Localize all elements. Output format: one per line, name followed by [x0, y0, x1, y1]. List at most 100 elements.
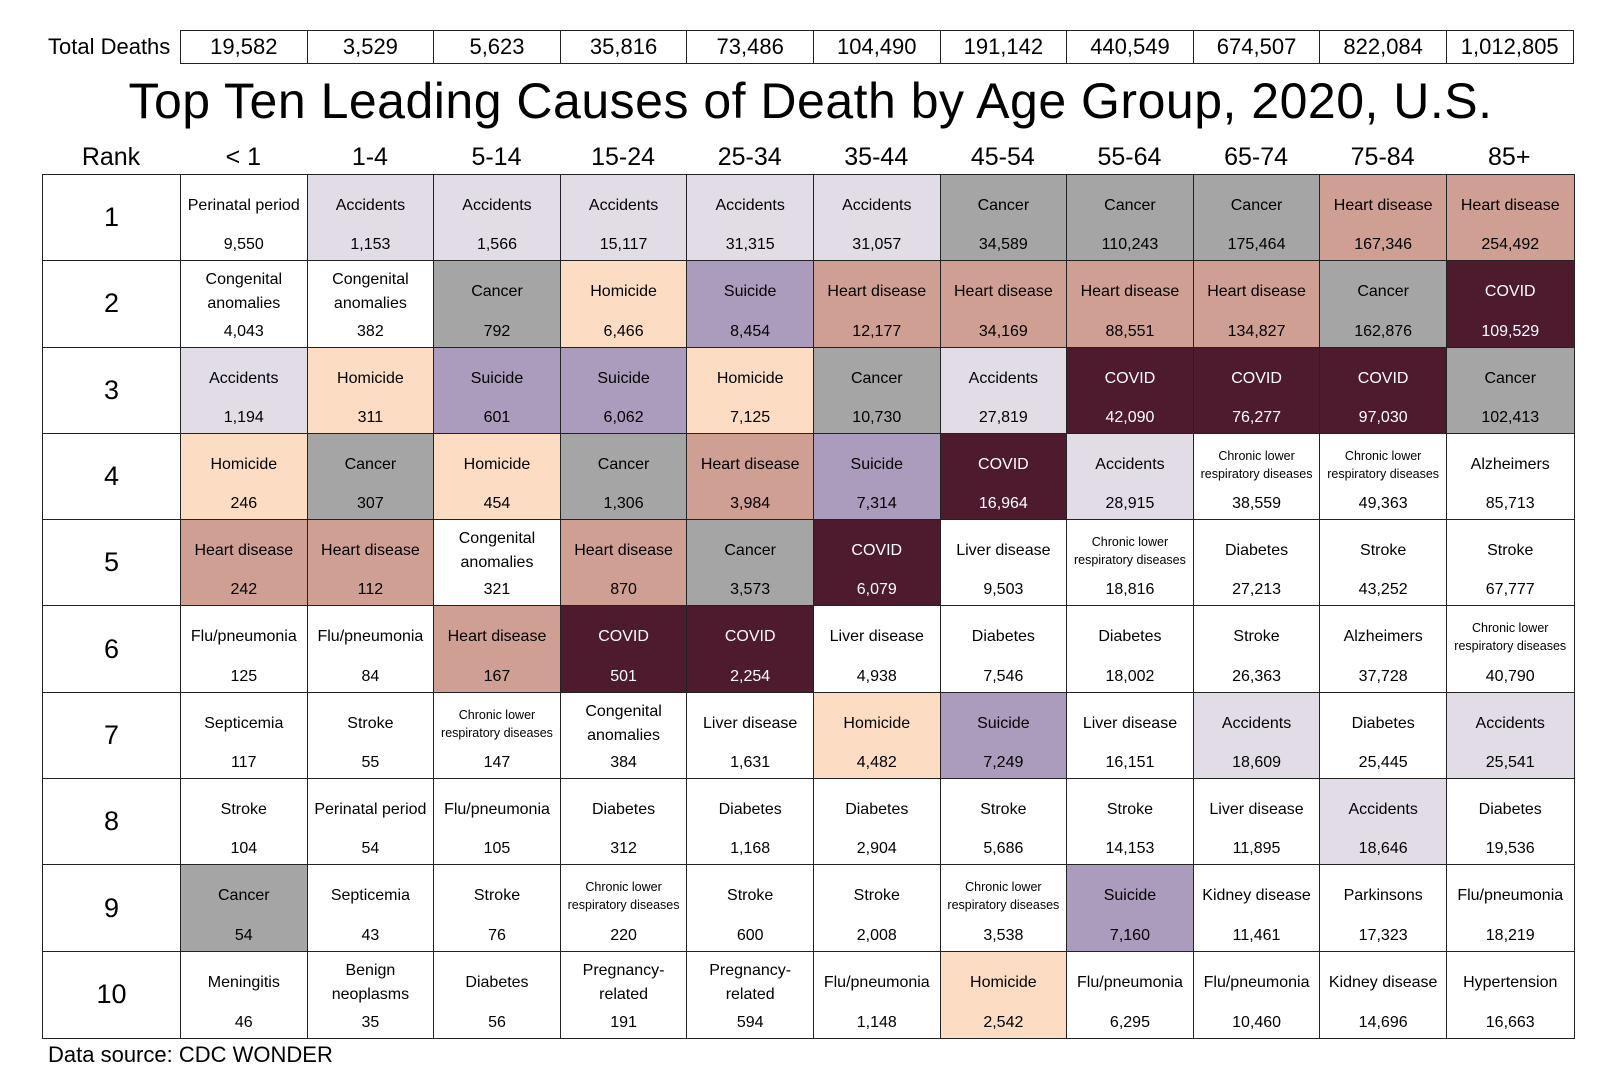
death-count: 134,827 — [1227, 322, 1286, 340]
rank-number: 2 — [43, 261, 181, 347]
rank-number: 5 — [43, 520, 181, 606]
death-count: 43,252 — [1358, 581, 1408, 599]
cause-name: Liver disease — [1082, 714, 1178, 732]
death-count: 1,148 — [856, 1013, 897, 1031]
death-count: 7,249 — [983, 754, 1024, 772]
cause-cell: Perinatal period 9,550 — [181, 175, 308, 261]
death-count: 311 — [357, 408, 384, 426]
death-count: 26,363 — [1232, 667, 1282, 685]
death-count: 112 — [357, 581, 384, 599]
death-count: 175,464 — [1227, 236, 1286, 254]
cause-name: Congenital anomalies — [205, 271, 283, 313]
cause-name: Diabetes — [718, 801, 782, 819]
cause-name: Suicide — [977, 714, 1030, 732]
cause-cell: Pregnancy- related 191 — [561, 951, 688, 1038]
cause-cell: COVID 501 — [560, 606, 688, 692]
cause-name: Suicide — [1103, 887, 1157, 905]
death-count: 27,819 — [978, 408, 1028, 426]
cause-name: Liver disease — [956, 542, 1051, 560]
data-source-note: Data source: CDC WONDER — [48, 1042, 333, 1067]
cause-name: Cancer — [850, 369, 903, 387]
cause-name: Chronic lower respiratory diseases — [1454, 621, 1567, 654]
death-count: 55 — [361, 754, 380, 772]
cause-cell: Diabetes 18,002 — [1067, 606, 1194, 692]
cause-name: Pregnancy- related — [709, 961, 792, 1003]
cause-cell: Flu/pneumonia 10,460 — [1194, 951, 1321, 1038]
cause-cell: Liver disease 4,938 — [814, 606, 941, 692]
death-count: 84 — [361, 667, 380, 685]
cause-name: Cancer — [1230, 197, 1283, 214]
cause-cell: Homicide 4,482 — [813, 692, 941, 779]
death-count: 6,466 — [603, 322, 644, 340]
death-count: 2,008 — [856, 926, 897, 944]
death-count: 4,043 — [223, 322, 264, 340]
death-count: 601 — [483, 408, 511, 426]
death-count: 76,277 — [1232, 408, 1282, 426]
cause-cell: Hypertension 16,663 — [1447, 952, 1574, 1038]
cause-cell: Cancer 54 — [181, 865, 308, 951]
death-count: 8,454 — [730, 322, 771, 340]
cause-name: Liver disease — [829, 628, 924, 646]
rank-number: 7 — [43, 692, 181, 779]
cause-name: COVID — [1231, 369, 1282, 387]
death-count: 37,728 — [1358, 667, 1408, 685]
death-count: 1,631 — [730, 754, 771, 772]
cause-name: Stroke — [853, 887, 900, 905]
rank-row: 8 Stroke 104 Perinatal period 54 Flu/pneumoni… — [43, 779, 1574, 866]
cause-cell: Parkinsons 17,323 — [1320, 865, 1447, 951]
cause-cell: Diabetes 56 — [434, 951, 561, 1038]
cause-cell: Cancer 1,306 — [560, 433, 688, 520]
total-deaths-values: 19,582 3,529 5,623 35,816 73,486 104,490 191,1… — [180, 30, 1574, 64]
death-count: 2,254 — [730, 667, 771, 685]
death-count: 147 — [483, 754, 511, 772]
cause-cell: Heart disease 112 — [307, 520, 435, 606]
death-count: 4,938 — [856, 667, 897, 685]
cause-cell: Stroke 55 — [308, 692, 435, 779]
rank-number: 9 — [43, 865, 181, 951]
cause-cell: Pregnancy- related 594 — [687, 951, 814, 1038]
cause-cell: Stroke 76 — [434, 865, 561, 951]
cause-name: COVID — [1484, 283, 1536, 301]
rank-number: 1 — [43, 175, 181, 261]
cause-cell: Heart disease 134,827 — [1193, 261, 1321, 347]
cause-cell: COVID 97,030 — [1320, 347, 1447, 433]
cause-name: Accidents — [715, 197, 785, 214]
cause-name: Flu/pneumonia — [1077, 973, 1183, 991]
cause-cell: Congenital anomalies 382 — [308, 261, 435, 347]
cause-cell: Suicide 7,160 — [1067, 865, 1194, 951]
death-count: 12,177 — [852, 322, 902, 340]
cause-name: Cancer — [597, 455, 650, 473]
causes-table: 1 Perinatal period 9,550 Accidents 1,153 Acci… — [42, 174, 1575, 1039]
rank-row: 2 Congenital anomalies 4,043 Congenital ano… — [43, 261, 1574, 348]
total-deaths-cell: 822,084 — [1320, 31, 1447, 63]
death-count: 16,151 — [1105, 754, 1155, 772]
cause-cell: Cancer 110,243 — [1067, 175, 1194, 261]
rank-row: 7 Septicemia 117 Stroke 55 Chronic lower resp… — [43, 692, 1574, 780]
cause-cell: Flu/pneumonia 125 — [181, 606, 308, 692]
rank-number: 3 — [43, 347, 181, 433]
cause-name: Diabetes — [465, 973, 529, 991]
cause-name: Diabetes — [845, 801, 909, 819]
cause-name: Accidents — [1095, 455, 1165, 473]
cause-cell: Suicide 6,062 — [560, 347, 688, 433]
cause-cell: COVID 76,277 — [1193, 347, 1321, 433]
cause-name: Stroke — [1233, 628, 1280, 646]
cause-name: Pregnancy- related — [582, 961, 665, 1003]
cause-name: Chronic lower respiratory diseases — [1200, 448, 1313, 481]
cause-name: Homicide — [337, 369, 404, 387]
death-count: 16,663 — [1485, 1013, 1535, 1031]
total-deaths-row: Total Deaths 19,582 3,529 5,623 35,816 73,48… — [42, 30, 1574, 64]
death-count: 56 — [488, 1013, 506, 1031]
cause-name: Cancer — [1104, 197, 1156, 214]
cause-cell: COVID 2,254 — [687, 606, 814, 692]
cause-cell: Diabetes 19,536 — [1447, 779, 1574, 864]
cause-cell: Heart disease 254,492 — [1446, 175, 1574, 261]
cause-cell: Kidney disease 14,696 — [1320, 951, 1447, 1038]
death-count: 31,057 — [852, 236, 902, 254]
cause-name: Cancer — [977, 197, 1030, 214]
cause-cell: Accidents 25,541 — [1446, 692, 1574, 779]
cause-name: Heart disease — [574, 542, 673, 560]
cause-cell: Heart disease 167 — [434, 606, 561, 692]
death-count: 382 — [357, 322, 384, 340]
death-count: 1,194 — [223, 408, 264, 426]
